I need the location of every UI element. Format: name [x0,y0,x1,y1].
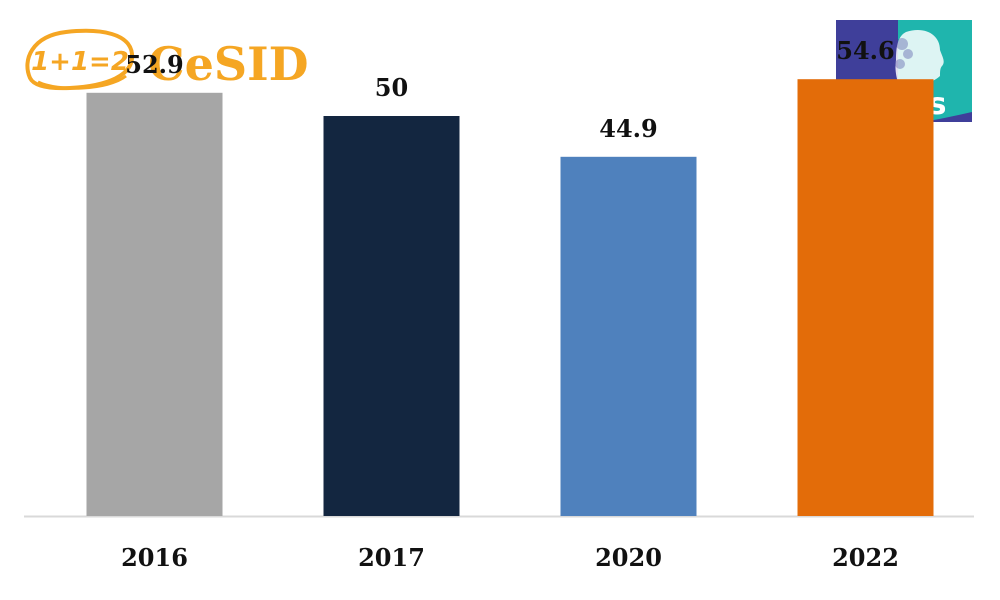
head-silhouette-icon [895,30,944,94]
x-tick-label-2020: 2020 [595,543,662,572]
data-label-2016: 52.9 [125,50,183,79]
x-tick-label-2022: 2022 [832,543,899,572]
data-label-2022: 54.6 [836,36,894,65]
bar-2017 [323,116,460,516]
cesid-wordmark: CeSID [148,37,308,91]
bar-2016 [86,92,223,517]
cesid-logo: 1+1=2 CeSID [25,28,308,91]
x-tick-label-2016: 2016 [121,543,188,572]
data-label-2020: 44.9 [599,114,657,143]
bar-2022 [797,79,934,516]
bar-2020 [560,156,697,517]
data-label-2017: 50 [375,73,408,102]
cesid-badge-icon: 1+1=2 [25,28,135,91]
x-tick-label-2017: 2017 [358,543,425,572]
svg-text:1+1=2: 1+1=2 [31,47,129,77]
